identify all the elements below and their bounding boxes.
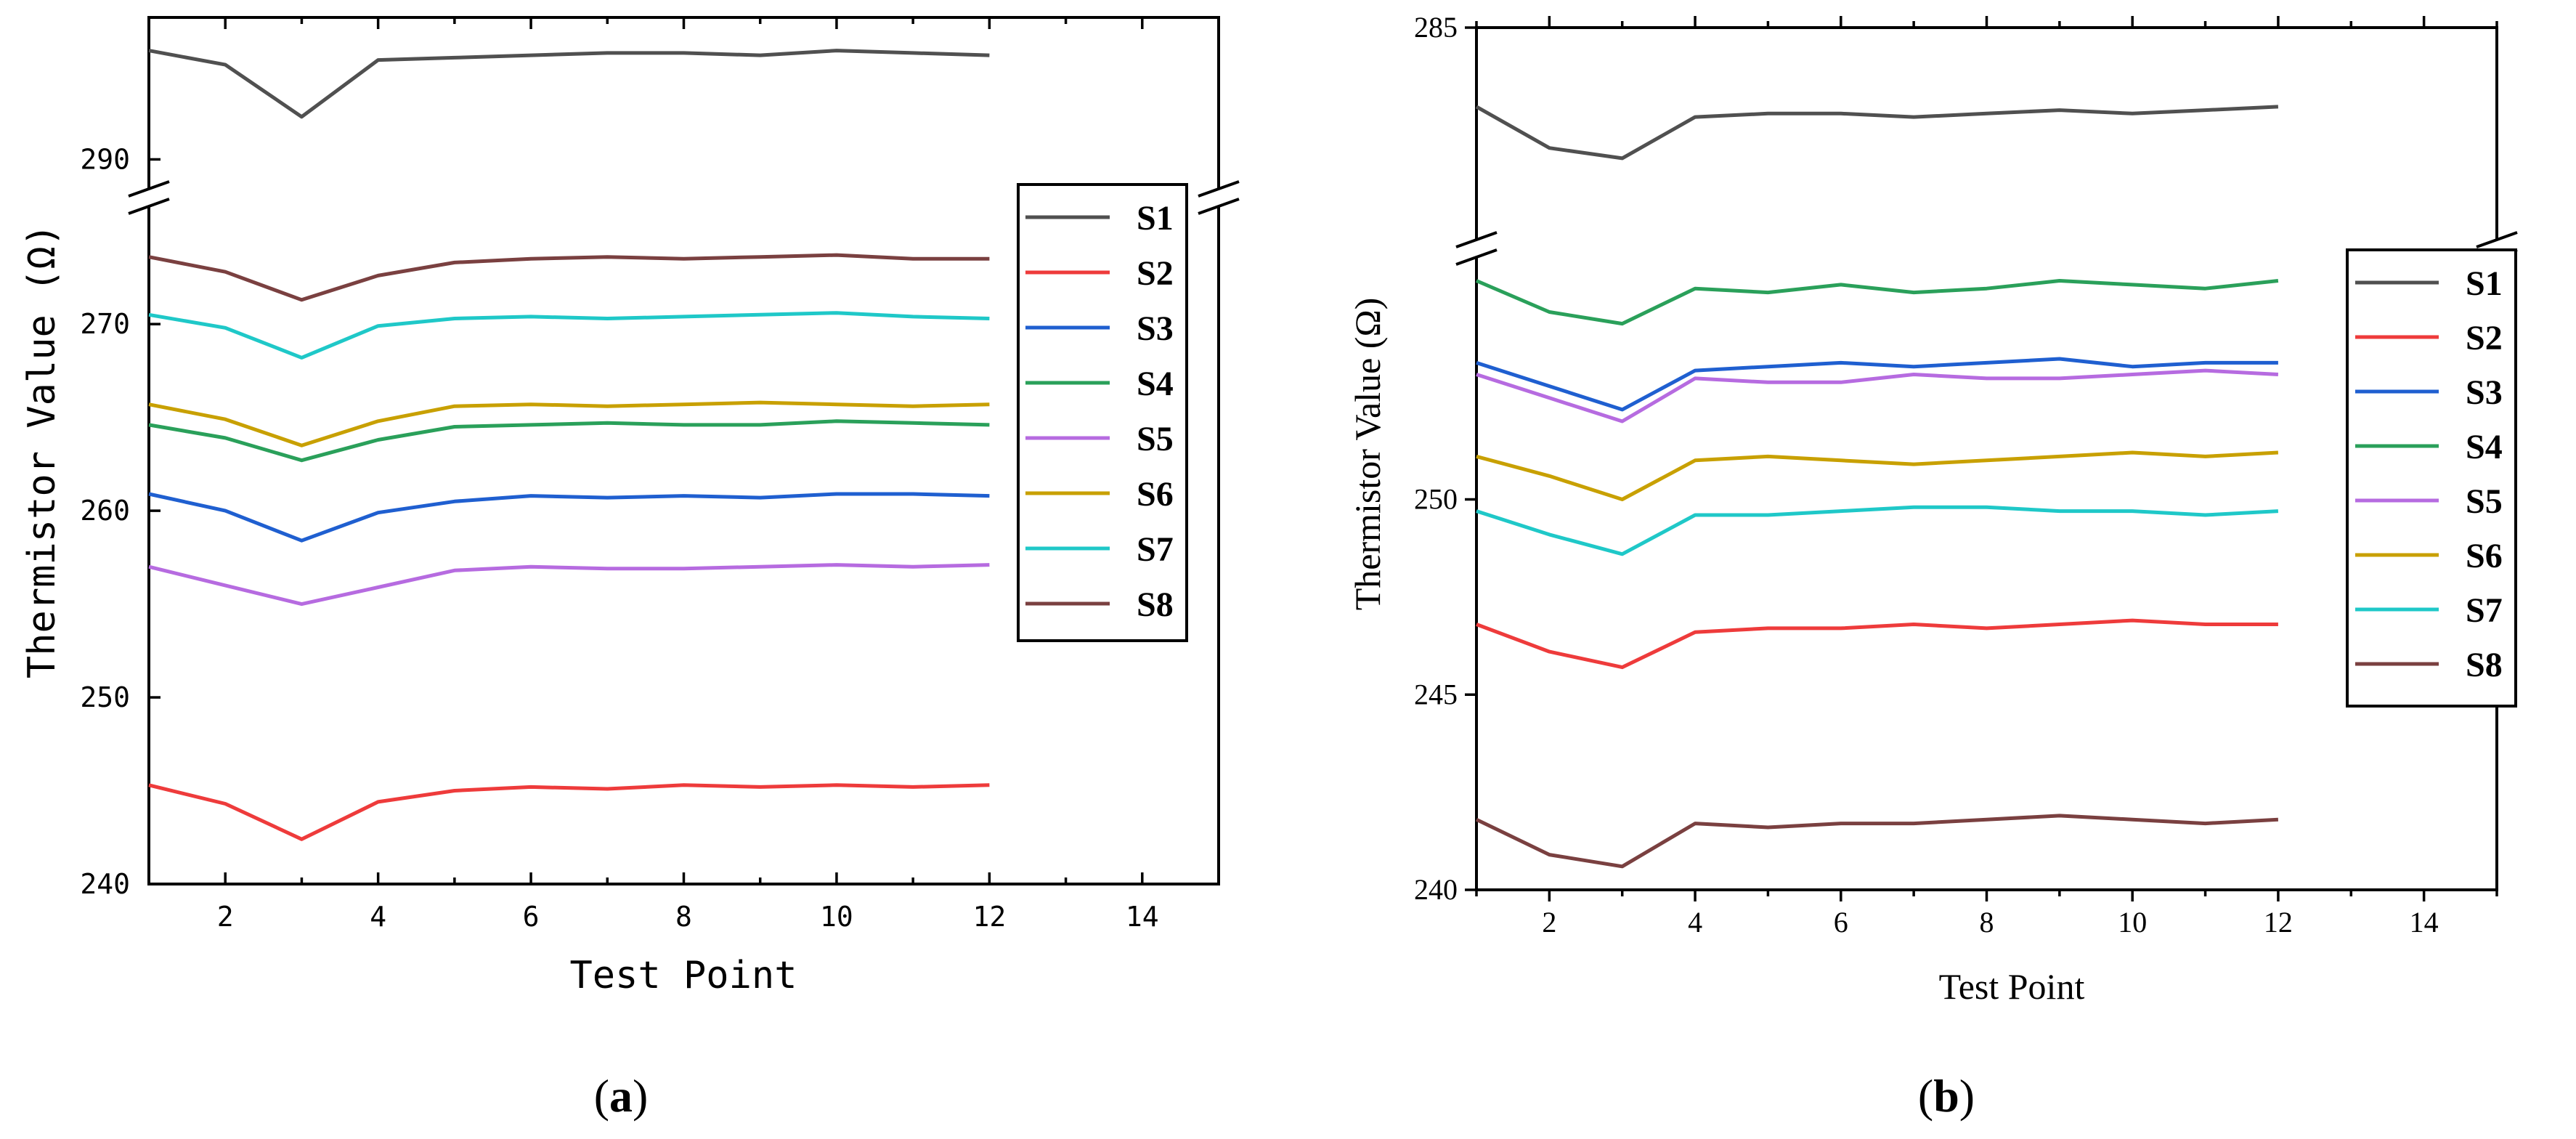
x-tick-label: 14 (2410, 906, 2439, 939)
caption-letter: a (609, 1070, 633, 1122)
legend-box (1017, 183, 1188, 642)
axis-break-mark (128, 198, 170, 215)
panel-caption: (b) (1918, 1070, 1975, 1122)
y-tick-label: 260 (80, 495, 130, 527)
legend-label-s8: S8 (1137, 585, 1174, 624)
legend-label-s2: S2 (1137, 254, 1174, 293)
axis-break-mark (1455, 248, 1498, 266)
y-axis-title: Thermistor Value (Ω) (1347, 298, 1388, 611)
x-tick-label: 4 (1688, 906, 1702, 939)
axis-break-mark (2476, 231, 2518, 248)
x-tick-label: 8 (675, 901, 692, 933)
y-tick-label: 245 (1414, 678, 1458, 710)
series-line-s4 (148, 419, 990, 463)
caption-paren-open: ( (1918, 1070, 1933, 1122)
y-tick-label: 290 (80, 143, 130, 175)
series-line-s2 (148, 783, 990, 841)
y-tick-label: 270 (80, 308, 130, 340)
y-tick-label: 240 (1414, 873, 1458, 906)
legend-label-s7: S7 (2466, 591, 2503, 630)
legend-label-s4: S4 (1137, 365, 1174, 403)
axis-break-mark (1198, 198, 1240, 215)
x-tick-label: 12 (2264, 906, 2293, 939)
series-line-s8 (1475, 814, 2279, 869)
caption-paren-close: ) (633, 1070, 648, 1122)
axis-break-mark (128, 180, 170, 198)
y-axis-title: Thermistor Value (Ω) (20, 224, 64, 678)
series-line-s4 (1476, 279, 2279, 326)
legend-label-s6: S6 (2466, 537, 2503, 575)
series-line-s3 (148, 492, 990, 543)
series-line-s1 (148, 49, 990, 119)
legend-label-s8: S8 (2466, 646, 2503, 684)
series-line-s1 (1475, 105, 2279, 161)
x-tick-label: 8 (1980, 906, 1994, 939)
x-tick-label: 6 (523, 901, 540, 933)
legend-label-s2: S2 (2466, 319, 2503, 357)
x-tick-label: 6 (1834, 906, 1848, 939)
caption-letter: b (1933, 1070, 1959, 1122)
legend-label-s3: S3 (1137, 309, 1174, 348)
legend-label-s3: S3 (2466, 373, 2503, 412)
y-tick-label: 250 (1414, 483, 1458, 516)
x-tick-label: 2 (1542, 906, 1556, 939)
x-tick-label: 12 (972, 901, 1006, 933)
legend-box (2346, 248, 2517, 708)
y-tick-label: 240 (80, 868, 130, 900)
legend-label-s5: S5 (2466, 482, 2503, 521)
x-axis-title: Test Point (1939, 966, 2085, 1007)
series-line-s5 (148, 563, 990, 607)
caption-paren-open: ( (594, 1070, 609, 1122)
axis-break-mark (1455, 231, 1498, 248)
series-line-s8 (148, 253, 990, 302)
panel-b-chart: 2 4 6 8 10 12 14 240 245 250 285 S1 S2 S3 S4 S5 S6 S7 S8 Te… (1347, 11, 2518, 1122)
legend-label-s4: S4 (2466, 428, 2503, 466)
series-line-s6 (148, 400, 990, 447)
legend-label-s1: S1 (2466, 264, 2503, 303)
series-line-s2 (1476, 618, 2278, 670)
x-tick-label: 10 (820, 901, 853, 933)
legend-label-s7: S7 (1137, 530, 1174, 569)
axis-break-mark (1198, 180, 1240, 198)
caption-paren-close: ) (1959, 1070, 1975, 1122)
series-line-s3 (1476, 357, 2278, 412)
x-tick-label: 10 (2118, 906, 2147, 939)
series-line-s5 (1476, 368, 2279, 423)
panel-a-chart: 2 4 6 8 10 12 14 240 250 260 270 290 S1 S2 S3 S4 S5 S6 S7 S… (20, 16, 1240, 1122)
y-tick-label: 250 (80, 681, 130, 713)
legend-label-s1: S1 (1137, 199, 1174, 238)
series-line-s6 (1476, 450, 2279, 501)
x-tick-label: 4 (370, 901, 386, 933)
legend-label-s6: S6 (1137, 475, 1174, 514)
legend-label-s5: S5 (1137, 420, 1174, 458)
x-axis-title: Test Point (569, 954, 797, 997)
x-tick-label: 14 (1126, 901, 1159, 933)
panel-caption: (a) (594, 1070, 649, 1122)
series-line-s7 (1476, 505, 2279, 556)
x-tick-label: 2 (217, 901, 234, 933)
series-line-s7 (148, 311, 990, 360)
y-tick-label: 285 (1414, 11, 1458, 44)
